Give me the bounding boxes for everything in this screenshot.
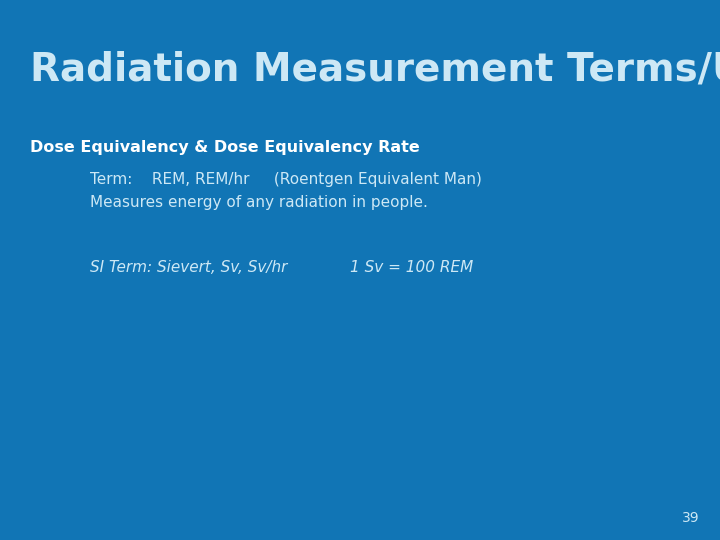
Text: Dose Equivalency & Dose Equivalency Rate: Dose Equivalency & Dose Equivalency Rate [30,140,420,155]
Text: 1 Sv = 100 REM: 1 Sv = 100 REM [350,260,473,275]
Text: Term:    REM, REM/hr     (Roentgen Equivalent Man): Term: REM, REM/hr (Roentgen Equivalent M… [90,172,482,187]
Text: Measures energy of any radiation in people.: Measures energy of any radiation in peop… [90,195,428,210]
Text: SI Term: Sievert, Sv, Sv/hr: SI Term: Sievert, Sv, Sv/hr [90,260,287,275]
Text: Radiation Measurement Terms/Units: Radiation Measurement Terms/Units [30,50,720,88]
Text: 39: 39 [683,511,700,525]
